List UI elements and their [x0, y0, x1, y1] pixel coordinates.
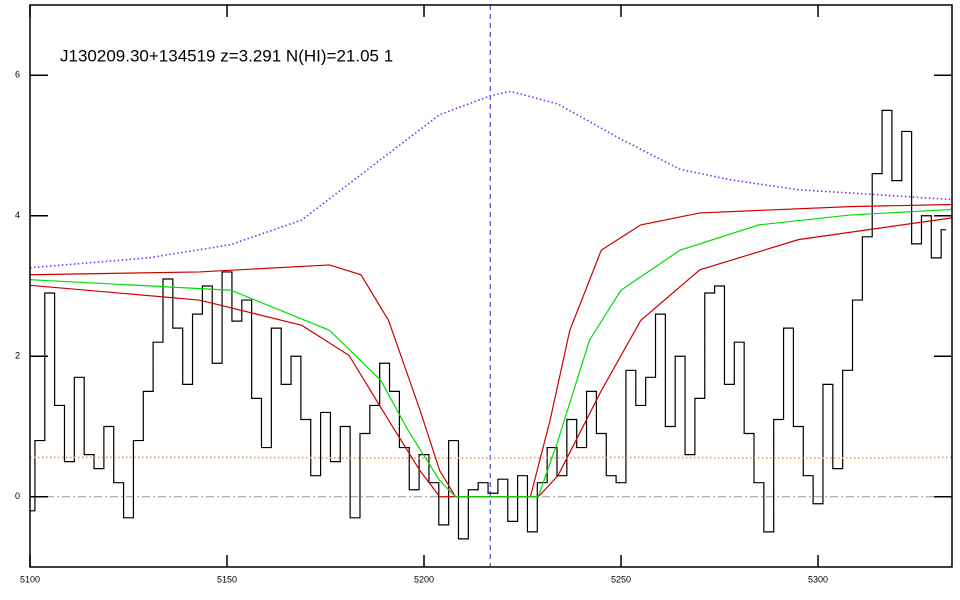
y-tick-label: 0 [15, 491, 20, 501]
x-tick-label: 5300 [808, 574, 828, 584]
y-tick-label: 2 [15, 351, 20, 361]
x-tick-label: 5200 [414, 574, 434, 584]
x-tick-label: 5150 [217, 574, 237, 584]
plot-frame [29, 4, 953, 568]
model-line [29, 208, 953, 498]
chart-title: J130209.30+134519 z=3.291 N(HI)=21.05 1 [60, 46, 393, 65]
model-line [30, 456, 953, 459]
x-tick-label: 5100 [20, 574, 40, 584]
y-tick-label: 4 [15, 210, 20, 220]
y-tick-label: 6 [15, 70, 20, 80]
x-tick-label: 5250 [611, 574, 631, 584]
flux-line [30, 109, 947, 540]
